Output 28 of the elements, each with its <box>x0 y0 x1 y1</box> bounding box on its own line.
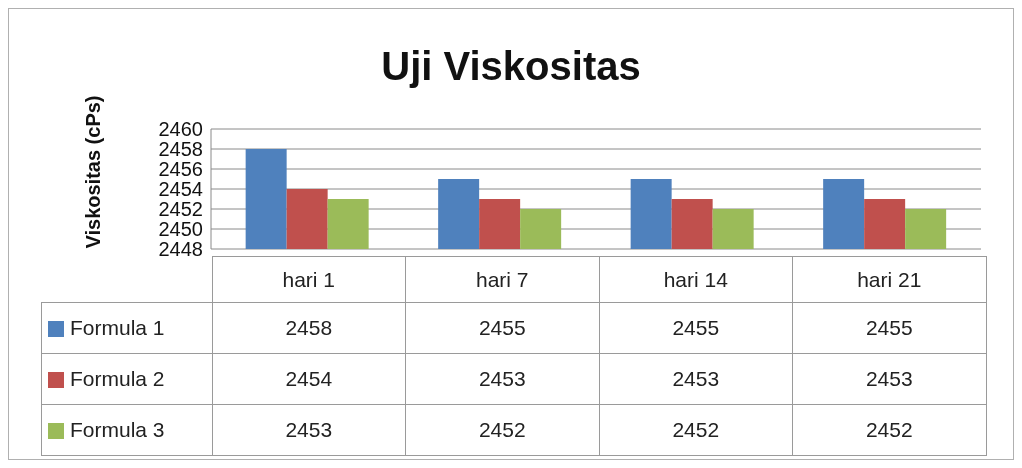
legend-label: Formula 2 <box>41 353 212 405</box>
y-tick-label: 2458 <box>158 138 203 161</box>
x-tick-label: hari 14 <box>599 256 793 303</box>
data-label: 2454 <box>212 353 406 405</box>
y-tick-label: 2456 <box>158 158 203 181</box>
y-tick-label: 2448 <box>158 238 203 261</box>
data-label: 2455 <box>405 302 599 354</box>
x-tick-label: hari 21 <box>792 256 986 303</box>
data-label: 2455 <box>792 302 986 354</box>
data-label: 2452 <box>599 404 793 456</box>
data-label: 2453 <box>599 353 793 405</box>
x-tick-label: hari 7 <box>405 256 599 303</box>
x-tick-label: hari 1 <box>212 256 406 303</box>
data-label: 2453 <box>212 404 406 456</box>
data-label: 2452 <box>405 404 599 456</box>
y-tick-label: 2460 <box>158 118 203 141</box>
data-label: 2453 <box>792 353 986 405</box>
y-axis-title: Viskositas (cPs) <box>82 94 105 251</box>
legend-label: Formula 3 <box>41 404 212 456</box>
data-label: 2453 <box>405 353 599 405</box>
y-tick-label: 2452 <box>158 198 203 221</box>
data-label: 2458 <box>212 302 406 354</box>
y-tick-label: 2454 <box>158 178 203 201</box>
legend-label: Formula 1 <box>41 302 212 354</box>
data-label: 2452 <box>792 404 986 456</box>
y-tick-label: 2450 <box>158 218 203 241</box>
chart-title: Uji Viskositas <box>380 44 642 89</box>
data-label: 2455 <box>599 302 793 354</box>
